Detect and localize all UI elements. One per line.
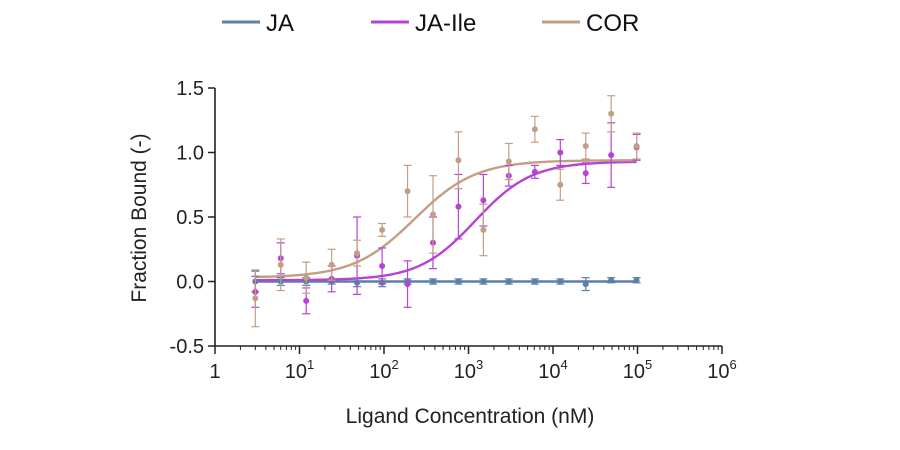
marker [404, 281, 411, 288]
data-point-cor [632, 132, 641, 160]
data-point-cor [479, 203, 488, 257]
marker [557, 149, 564, 156]
data-point-cor [327, 248, 336, 281]
marker [608, 110, 615, 117]
legend: JA JA-Ile COR [222, 10, 639, 37]
fit-curves [255, 159, 637, 283]
legend-label: JA [266, 10, 294, 37]
x-tick-label: 102 [369, 357, 398, 383]
marker [531, 126, 538, 133]
data-point-cor [428, 175, 437, 254]
marker [633, 143, 640, 150]
data-point-ja-ile [403, 260, 412, 308]
marker [328, 261, 335, 268]
data-point-ja-ile [378, 247, 387, 285]
marker [557, 278, 564, 285]
data-point-cor [276, 238, 285, 292]
data-point-ja-ile [530, 164, 539, 179]
x-tick-label: 103 [454, 357, 483, 383]
data-points [251, 95, 641, 328]
data-point-ja [479, 278, 488, 285]
marker [354, 250, 361, 257]
data-point-ja [428, 278, 437, 285]
data-point-ja [632, 277, 641, 284]
data-point-cor [607, 95, 616, 133]
marker [557, 181, 564, 188]
axes: -0.5 0.0 0.5 1.0 1.5 1 101 102 103 104 105 106 [170, 78, 737, 383]
marker [404, 188, 411, 195]
y-tick-label: 0.0 [176, 272, 204, 294]
y-ticks: -0.5 0.0 0.5 1.0 1.5 [170, 78, 215, 358]
data-point-cor [530, 115, 539, 143]
y-tick-label: -0.5 [170, 336, 204, 358]
marker [582, 170, 589, 177]
data-point-ja [607, 277, 616, 284]
legend-item-ja-ile: JA-Ile [371, 10, 476, 37]
x-ticks: 1 101 102 103 104 105 106 [209, 346, 737, 383]
data-point-cor [302, 261, 311, 294]
legend-item-cor: COR [542, 10, 639, 37]
data-point-ja [556, 278, 565, 285]
data-point-cor [581, 132, 590, 160]
x-axis-label: Ligand Concentration (nM) [346, 405, 595, 428]
marker [429, 211, 436, 218]
data-point-ja-ile [581, 162, 590, 185]
marker [505, 278, 512, 285]
y-axis-label: Fraction Bound (-) [128, 133, 151, 302]
marker [582, 143, 589, 150]
marker [252, 295, 259, 302]
data-point-ja-ile [556, 139, 565, 166]
marker [303, 297, 310, 304]
marker [531, 168, 538, 175]
x-tick-label: 1 [209, 361, 220, 383]
data-point-cor [251, 269, 260, 328]
marker [480, 278, 487, 285]
data-point-ja [454, 278, 463, 285]
marker [608, 152, 615, 159]
x-tick-label: 106 [707, 357, 736, 383]
fit-curve-cor [255, 159, 637, 279]
marker [429, 278, 436, 285]
x-tick-label: 105 [623, 357, 652, 383]
marker [277, 261, 284, 268]
legend-item-ja: JA [222, 10, 294, 37]
y-tick-label: 1.5 [176, 78, 204, 100]
marker [303, 274, 310, 281]
y-tick-label: 0.5 [176, 207, 204, 229]
x-tick-label: 104 [538, 357, 567, 383]
data-point-cor [403, 164, 412, 218]
marker [379, 263, 386, 270]
fit-curve-ja-ile [255, 160, 637, 282]
data-point-cor [378, 222, 387, 237]
data-point-cor [504, 142, 513, 181]
data-point-ja [504, 278, 513, 285]
marker [582, 281, 589, 288]
marker [633, 277, 640, 284]
legend-label: JA-Ile [415, 10, 476, 37]
data-point-cor [454, 131, 463, 190]
marker [379, 226, 386, 233]
data-point-cor [556, 168, 565, 201]
x-tick-label: 101 [285, 357, 314, 383]
data-point-ja-ile [607, 122, 616, 188]
marker [505, 158, 512, 165]
y-tick-label: 1.0 [176, 143, 204, 165]
data-point-cor [353, 239, 362, 267]
data-point-ja [581, 277, 590, 292]
marker [455, 157, 462, 164]
marker [455, 203, 462, 210]
marker [480, 226, 487, 233]
data-point-ja [530, 278, 539, 285]
marker [455, 278, 462, 285]
marker [531, 278, 538, 285]
marker [480, 197, 487, 204]
legend-label: COR [586, 10, 639, 37]
marker [608, 277, 615, 284]
